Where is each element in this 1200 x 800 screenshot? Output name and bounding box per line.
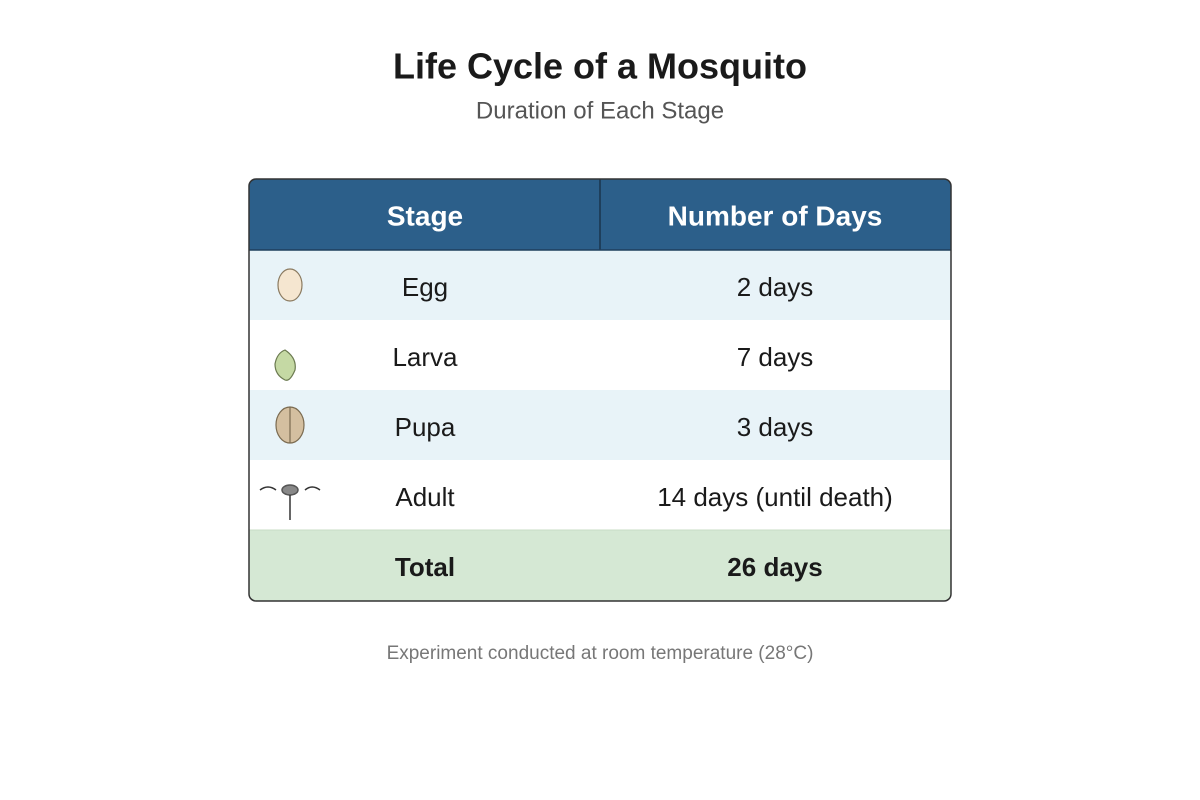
title: Life Cycle of a Mosquito (393, 46, 807, 87)
table (249, 179, 951, 601)
footnote: Experiment conducted at room temperature… (387, 643, 814, 664)
stage-cell: Egg (402, 272, 448, 302)
table-border (248, 178, 952, 602)
egg-icon (277, 268, 303, 302)
stage-cell: Pupa (395, 412, 456, 442)
row-bg (249, 250, 951, 320)
total-row (249, 530, 951, 601)
days-cell: 14 days (until death) (657, 482, 893, 512)
days-cell: 3 days (737, 412, 814, 442)
row-bg (249, 390, 951, 460)
days-cell: 2 days (737, 272, 814, 302)
row-bg (249, 460, 951, 530)
adult-icon (259, 484, 321, 520)
pupa-icon (275, 406, 305, 444)
days-cell: 7 days (737, 342, 814, 372)
row-bg (249, 320, 951, 390)
stage-cell: Adult (395, 482, 455, 512)
larva-icon (274, 349, 296, 381)
total-label: Total (395, 552, 455, 582)
stage-cell: Larva (392, 342, 458, 372)
total-value: 26 days (727, 552, 822, 582)
column-header: Stage (387, 200, 463, 231)
subtitle: Duration of Each Stage (476, 97, 724, 124)
column-header: Number of Days (668, 200, 883, 231)
